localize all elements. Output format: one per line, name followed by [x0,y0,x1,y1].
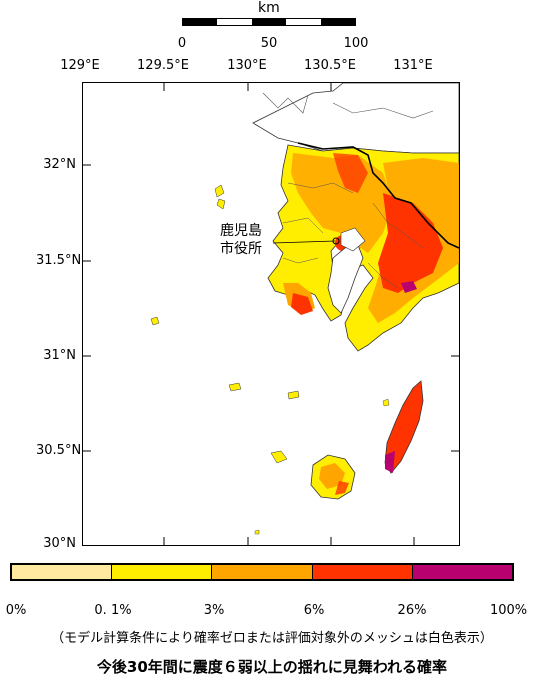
legend-swatch [112,565,213,579]
legend-swatch [212,565,313,579]
legend-label: 26% [397,603,427,618]
lat-tick-label: 32°N [43,157,76,172]
map-title: 今後30年間に震度６弱以上の揺れに見舞われる確率 [96,658,448,676]
hazard-map [82,82,460,546]
legend-label: 100% [489,603,528,618]
legend-color-bar [10,563,514,581]
legend-label: 3% [203,603,225,618]
scale-tick-50: 50 [260,36,278,51]
legend-label: 6% [303,603,325,618]
legend-swatch [412,565,513,579]
scale-unit-label: km [258,0,280,16]
lat-tick-label: 31°N [43,348,76,363]
lon-tick-label: 131°E [393,58,433,73]
lat-tick-label: 30°N [43,536,76,551]
scale-tick-0: 0 [177,36,187,51]
footnote: （モデル計算条件により確率ゼロまたは評価対象外のメッシュは白色表示） [51,631,493,646]
tanegashima [384,380,424,474]
scale-tick-100: 100 [343,36,369,51]
lat-tick-label: 30.5°N [36,443,82,458]
legend-label: 0. 1% [94,603,132,618]
legend-swatch [12,565,113,579]
city-hall-label: 鹿児島 市役所 [220,223,262,257]
scale-bar [182,18,356,26]
city-hall-marker [332,237,340,245]
lat-tick-label: 31.5°N [36,253,82,268]
legend-label: 0% [5,603,27,618]
lon-tick-label: 129°E [60,58,100,73]
lon-tick-label: 130°E [227,58,267,73]
legend-swatch [312,565,413,579]
lon-tick-label: 129.5°E [137,58,189,73]
kyushu-north-land [252,83,459,154]
lon-tick-label: 130.5°E [304,58,356,73]
